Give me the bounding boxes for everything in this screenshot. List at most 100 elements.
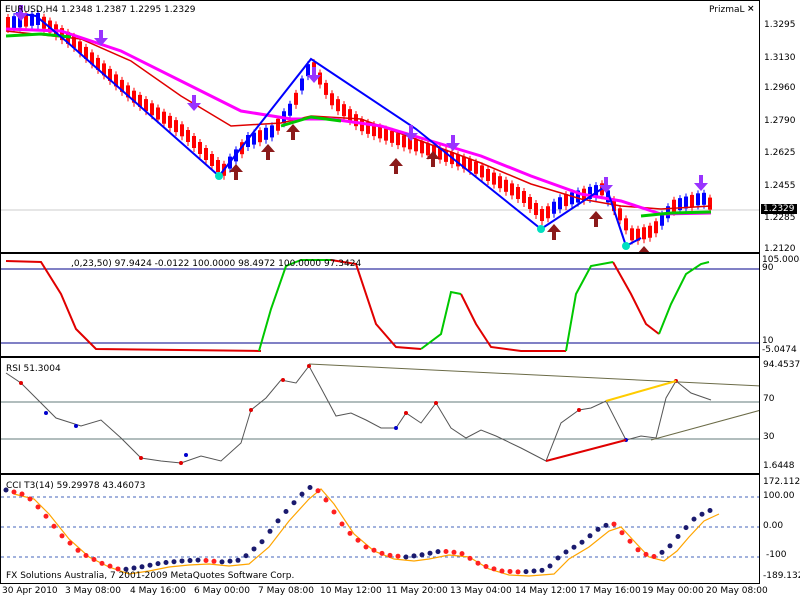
candle-body: [210, 154, 214, 166]
time-label: 17 May 16:00: [579, 586, 641, 596]
rsi-canvas: [1, 363, 759, 465]
rsi-trendline: [308, 363, 759, 387]
candle-body: [558, 197, 562, 210]
close-icon[interactable]: ×: [747, 4, 755, 14]
candle-body: [294, 92, 298, 105]
cci-dot: [619, 530, 625, 536]
rsi-point: [307, 364, 311, 368]
candle-body: [660, 213, 664, 226]
candle-body: [324, 82, 328, 95]
rsi-point: [404, 411, 408, 415]
cci-pane[interactable]: CCI T3(14) 59.29978 43.46073 FX Solution…: [0, 474, 760, 584]
rsi-point: [179, 461, 183, 465]
candle-body: [138, 94, 142, 107]
cci-dot: [195, 557, 201, 563]
pivot-marker: [215, 172, 223, 180]
candle-body: [24, 14, 28, 27]
copyright-text: FX Solutions Australia, 7 2001-2009 Meta…: [6, 571, 295, 581]
cci-dot: [555, 555, 561, 561]
time-label: 13 May 04:00: [450, 586, 512, 596]
candle-body: [420, 141, 424, 154]
candle-body: [630, 228, 634, 241]
cci-dot: [451, 549, 457, 555]
candle-body: [336, 99, 340, 112]
oscillator-pane[interactable]: ,0,23,50) 97.9424 -0.0122 100.0000 98.49…: [0, 253, 760, 357]
time-label: 19 May 00:00: [642, 586, 704, 596]
price-chart-pane[interactable]: EURUSD,H4 1.2348 1.2387 1.2295 1.2329 Pr…: [0, 0, 760, 253]
candle-body: [276, 118, 280, 131]
price-tick: 1.3130: [764, 53, 796, 63]
cci-dot: [531, 568, 537, 574]
cci-dot: [115, 566, 121, 572]
cci-dot: [35, 504, 41, 510]
cci-dot: [483, 564, 489, 569]
rsi-pane[interactable]: RSI 51.3004: [0, 357, 760, 474]
candle-body: [96, 57, 100, 70]
cci-dot: [371, 547, 377, 553]
candle-body: [216, 160, 220, 172]
cci-dot: [427, 550, 433, 556]
candle-body: [348, 109, 352, 122]
candle-body: [414, 139, 418, 152]
price-tick: 1.2790: [764, 116, 796, 126]
cci-dot: [651, 553, 657, 559]
oscillator-green-segment: [420, 290, 462, 350]
cci-signal-line: [13, 488, 720, 577]
cci-dot: [291, 500, 297, 506]
candle-body: [462, 156, 466, 169]
candle-body: [510, 183, 514, 196]
sell-arrow-icon: [694, 175, 708, 191]
cci-dot: [275, 518, 281, 524]
candle-body: [534, 203, 538, 215]
rsi-point: [44, 411, 48, 415]
cci-dot: [59, 533, 65, 539]
cci-dot: [43, 513, 49, 519]
cci-dot: [523, 569, 529, 575]
cci-dot: [595, 526, 601, 532]
cci-dot: [99, 560, 105, 566]
cci-dot: [91, 557, 97, 562]
time-label: 11 May 20:00: [386, 586, 448, 596]
cci-dot: [139, 564, 145, 570]
candle-body: [432, 145, 436, 158]
cci-dot: [251, 546, 257, 552]
cci-dot: [675, 534, 681, 539]
sell-arrow-icon: [187, 95, 201, 111]
buy-arrow-icon: [547, 224, 561, 240]
candle-body: [504, 179, 508, 192]
price-scale: 1.3295 1.3130 1.2960 1.2790 1.2625 1.245…: [760, 0, 800, 254]
cci-dot: [635, 547, 641, 553]
candle-body: [90, 52, 94, 65]
oscillator-label: ,0,23,50) 97.9424 -0.0122 100.0000 98.49…: [71, 259, 362, 269]
time-label: 30 Apr 2010: [2, 586, 58, 596]
candle-body: [678, 198, 682, 211]
candle-body: [102, 63, 106, 76]
cci-dot: [435, 549, 441, 555]
scale-tick: 70: [763, 394, 775, 404]
cci-dot: [587, 533, 593, 539]
candle-body: [618, 208, 622, 221]
candle-body: [552, 201, 556, 214]
candle-body: [156, 107, 160, 120]
candle-body: [564, 194, 568, 207]
sell-arrow-icon: [307, 67, 321, 83]
candle-body: [126, 85, 130, 98]
cci-dot: [171, 559, 177, 565]
oscillator-green-segment: [658, 261, 710, 335]
ma-red-line: [5, 30, 712, 210]
candle-body: [624, 218, 628, 231]
price-tick: 1.2960: [764, 83, 796, 93]
rsi-point: [139, 456, 143, 460]
oscillator-green-segment: [258, 259, 331, 352]
candle-body: [516, 187, 520, 199]
cci-dot: [307, 485, 313, 490]
cci-dot: [691, 516, 697, 522]
cci-dot: [203, 558, 209, 563]
candle-body: [654, 221, 658, 234]
cci-dot: [315, 488, 321, 494]
cci-dot: [363, 544, 369, 550]
cci-dot: [515, 569, 521, 575]
cci-dot: [131, 565, 137, 571]
rsi-point: [281, 378, 285, 382]
candle-body: [642, 227, 646, 240]
